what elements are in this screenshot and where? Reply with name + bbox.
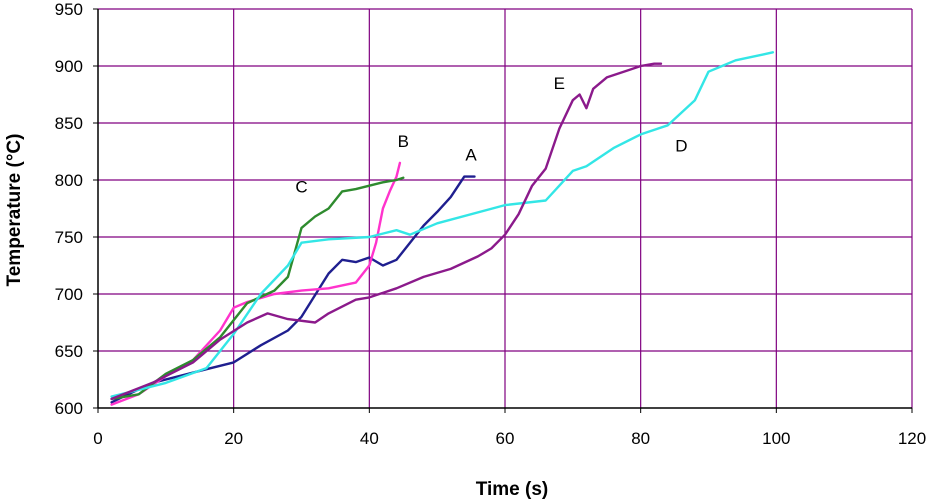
series-line-d [110,51,775,398]
series-label-a: A [465,146,477,165]
x-tick-label: 60 [496,429,515,448]
series-line-a [110,175,476,404]
series-line-e [110,62,663,401]
x-axis-title: Time (s) [476,479,549,500]
x-tick-label: 100 [762,429,790,448]
x-tick-label: 20 [224,429,243,448]
x-tick-label: 0 [93,429,102,448]
x-tick-label: 120 [898,429,926,448]
y-tick-label: 750 [55,228,83,247]
y-tick-labels: 600 650 700 750 800 850 900 950 [55,0,83,418]
y-tick-label: 800 [55,171,83,190]
axes [93,8,913,413]
y-tick-label: 850 [55,114,83,133]
y-tick-label: 900 [55,57,83,76]
series-label-c: C [295,178,307,197]
y-tick-label: 650 [55,342,83,361]
series-label-e: E [554,74,565,93]
y-tick-label: 600 [55,399,83,418]
y-tick-label: 950 [55,0,83,19]
series-labels: A B C D E [295,74,687,197]
x-tick-label: 80 [631,429,650,448]
series-label-b: B [398,132,409,151]
x-tick-label: 40 [360,429,379,448]
y-tick-label: 700 [55,285,83,304]
series-label-d: D [675,137,687,156]
x-tick-labels: 0 20 40 60 80 100 120 [93,429,926,448]
series-lines [110,51,775,406]
series-line-b [110,161,402,406]
series-line-c [110,176,405,401]
grid-lines [98,8,913,408]
y-axis-title: Temperature (°C) [4,134,25,287]
